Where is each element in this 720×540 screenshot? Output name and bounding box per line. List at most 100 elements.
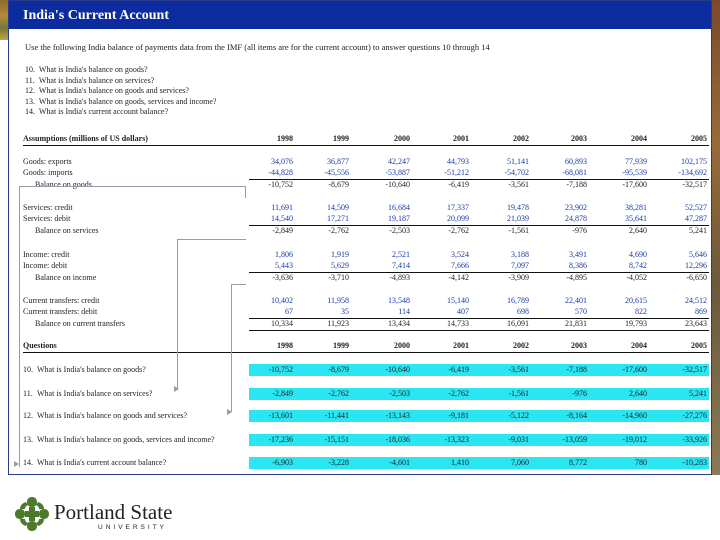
subtotal-rule [249, 179, 709, 180]
value-cell: 34,076 [271, 157, 293, 166]
value-cell: 60,893 [565, 157, 587, 166]
value-cell: 8,742 [629, 261, 647, 270]
value-cell: -6,903 [272, 458, 293, 467]
value-cell: -32,517 [682, 365, 707, 374]
row-label: Services: credit [23, 203, 73, 212]
value-cell: 21,039 [507, 214, 529, 223]
value-cell: 1,410 [451, 458, 469, 467]
value-cell: -4,895 [566, 273, 587, 282]
value-cell: -45,556 [324, 168, 349, 177]
right-decor-strip [712, 0, 720, 540]
value-cell: -2,849 [272, 226, 293, 235]
value-cell: 11,923 [327, 319, 349, 328]
value-cell: 24,512 [685, 296, 707, 305]
value-cell: 38,281 [625, 203, 647, 212]
right-decor-band [712, 0, 720, 475]
value-cell: 1999 [333, 341, 349, 350]
value-cell: 13,434 [388, 319, 410, 328]
value-cell: -8,164 [566, 411, 587, 420]
value-cell: 10,334 [271, 319, 293, 328]
value-cell: -3,561 [508, 365, 529, 374]
value-cell: 17,337 [447, 203, 469, 212]
value-cell: 3,524 [451, 250, 469, 259]
value-cell: 47,287 [685, 214, 707, 223]
connector-line [245, 186, 246, 198]
intro-question-text: What is India's current account balance? [37, 107, 169, 116]
question-number: 13. [23, 435, 33, 444]
value-cell: 10,402 [271, 296, 293, 305]
assumptions-header: Assumptions (millions of US dollars) [23, 134, 148, 143]
value-cell: -13,601 [268, 411, 293, 420]
logo-subtitle: UNIVERSITY [98, 524, 168, 531]
intro-question: 10. What is India's balance on goods? [25, 65, 148, 74]
value-cell: 5,241 [689, 389, 707, 398]
subtotal-rule [249, 318, 709, 319]
question-number: 12. [23, 411, 33, 420]
value-cell: -13,059 [562, 435, 587, 444]
value-cell: -3,561 [508, 180, 529, 189]
row-label: Goods: imports [23, 168, 73, 177]
intro-question: 13. What is India's balance on goods, se… [25, 97, 216, 106]
value-cell: -11,441 [324, 411, 349, 420]
question-text: What is India's balance on services? [37, 389, 153, 398]
question-number: 11. [23, 389, 33, 398]
intro-question: 14. What is India's current account bala… [25, 107, 168, 116]
value-cell: 77,939 [625, 157, 647, 166]
answer-highlight [249, 457, 709, 469]
value-cell: 2004 [631, 134, 647, 143]
intro-question-text: What is India's balance on services? [37, 75, 155, 85]
subtotal-rule [249, 225, 709, 226]
value-cell: -17,236 [268, 435, 293, 444]
value-cell: -2,762 [448, 389, 469, 398]
intro-question-text: What is India's balance on goods? [37, 65, 148, 74]
psu-logo-icon [12, 494, 52, 539]
question-number: 14. [23, 458, 33, 467]
value-cell: -44,828 [268, 168, 293, 177]
value-cell: 20,099 [447, 214, 469, 223]
value-cell: -17,600 [622, 365, 647, 374]
intro-question: 12. What is India's balance on goods and… [25, 86, 189, 95]
intro-text: Use the following India balance of payme… [25, 42, 490, 52]
value-cell: 2,521 [392, 250, 410, 259]
value-cell: -9,181 [448, 411, 469, 420]
value-cell: 7,060 [511, 458, 529, 467]
questions-header: Questions [23, 341, 57, 350]
value-cell: 8,772 [569, 458, 587, 467]
subtotal-rule [249, 272, 709, 273]
value-cell: -13,143 [385, 411, 410, 420]
intro-question-number: 12. [25, 86, 35, 95]
value-cell: 35 [341, 307, 349, 316]
value-cell: 17,271 [327, 214, 349, 223]
value-cell: -14,960 [622, 411, 647, 420]
value-cell: 4,690 [629, 250, 647, 259]
value-cell: -3,710 [328, 273, 349, 282]
connector-line [19, 186, 246, 467]
value-cell: -3,909 [508, 273, 529, 282]
value-cell: -4,893 [389, 273, 410, 282]
value-cell: -2,762 [328, 226, 349, 235]
row-label: Balance on current transfers [35, 319, 125, 328]
value-cell: 407 [457, 307, 469, 316]
value-cell: 5,646 [689, 250, 707, 259]
value-cell: 7,097 [511, 261, 529, 270]
intro-question-number: 14. [25, 107, 35, 116]
value-cell: 570 [575, 307, 587, 316]
value-cell: -8,679 [328, 365, 349, 374]
value-cell: -10,640 [385, 365, 410, 374]
value-cell: -32,517 [682, 180, 707, 189]
value-cell: 11,958 [327, 296, 349, 305]
value-cell: 8,386 [569, 261, 587, 270]
value-cell: 2001 [453, 341, 469, 350]
value-cell: 11,691 [271, 203, 293, 212]
value-cell: 2000 [394, 134, 410, 143]
row-label: Current transfers: credit [23, 296, 100, 305]
value-cell: 2000 [394, 341, 410, 350]
value-cell: -5,122 [508, 411, 529, 420]
value-cell: 3,491 [569, 250, 587, 259]
value-cell: -6,419 [448, 180, 469, 189]
value-cell: 698 [517, 307, 529, 316]
value-cell: 19,187 [388, 214, 410, 223]
connector-line [231, 284, 246, 412]
value-cell: 2,640 [629, 226, 647, 235]
value-cell: 7,414 [392, 261, 410, 270]
